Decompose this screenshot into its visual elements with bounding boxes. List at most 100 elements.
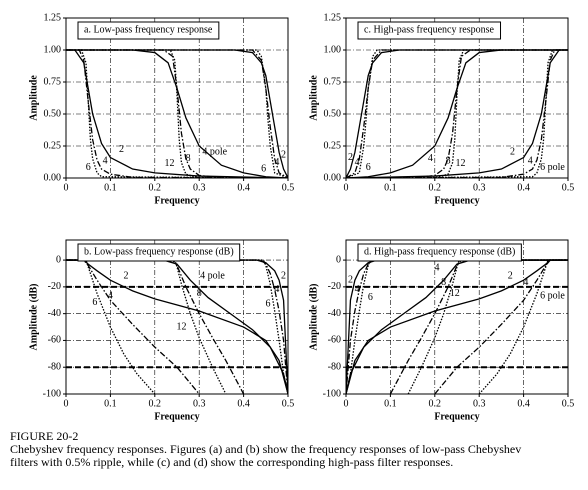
curve-label: 2 bbox=[123, 270, 128, 281]
title-box bbox=[357, 243, 522, 262]
curve-label: 2 bbox=[281, 270, 286, 281]
y-tick-label: -100 bbox=[323, 388, 341, 399]
chart: 0 0.1 0.2 0.3 0.4 0.5 0.00 0.25 0.50 0.75 1.00 1.25… bbox=[28, 12, 294, 206]
series-line bbox=[66, 259, 288, 394]
curve-label: 4 bbox=[428, 153, 433, 164]
x-tick-label: 0.5 bbox=[282, 398, 295, 409]
curve-label: 12 bbox=[164, 158, 174, 169]
curve-label: 8 bbox=[186, 153, 191, 164]
title-box bbox=[357, 21, 502, 40]
curve-label: 4 bbox=[103, 156, 108, 167]
curve-label: 6 bbox=[92, 297, 97, 308]
curve-label: 4 bbox=[108, 291, 113, 302]
series-line bbox=[346, 49, 568, 178]
series-line bbox=[66, 49, 288, 178]
series-group bbox=[66, 49, 288, 178]
series-line bbox=[346, 259, 568, 394]
x-tick-label: 0.4 bbox=[237, 398, 250, 409]
title-box bbox=[77, 243, 241, 262]
series-line bbox=[346, 259, 568, 394]
curve-label: 4 bbox=[355, 284, 360, 295]
x-tick-label: 0.2 bbox=[429, 182, 442, 193]
x-tick-label: 0 bbox=[64, 182, 69, 193]
series-line bbox=[478, 259, 568, 394]
series-line bbox=[66, 49, 288, 178]
curve-label: 2 bbox=[348, 152, 353, 163]
caption-label: FIGURE 20-2 bbox=[10, 429, 79, 443]
curve-label: 4 bbox=[355, 157, 360, 168]
y-tick-label: 0.25 bbox=[44, 140, 62, 151]
curve-label: 6 bbox=[266, 299, 271, 310]
y-tick-label: 0.00 bbox=[44, 172, 62, 183]
y-tick-label: -80 bbox=[48, 362, 61, 373]
chart-title: b. Low-pass frequency response (dB) bbox=[84, 246, 234, 257]
series-line bbox=[66, 259, 288, 394]
series-line bbox=[66, 49, 288, 178]
curve-label: 8 bbox=[441, 277, 446, 288]
curve-label: 6 bbox=[86, 162, 91, 173]
series-line bbox=[346, 49, 568, 178]
y-tick-label: 0.75 bbox=[44, 76, 62, 87]
x-tick-label: 0.3 bbox=[193, 398, 206, 409]
x-tick-label: 0.3 bbox=[193, 182, 206, 193]
chart-title: d. High-pass frequency response (dB) bbox=[364, 246, 515, 257]
series-line bbox=[66, 49, 288, 178]
y-tick-label: -20 bbox=[328, 281, 341, 292]
x-tick-label: 0.5 bbox=[562, 182, 575, 193]
y-tick-label: 1.00 bbox=[324, 44, 342, 55]
series-line bbox=[66, 259, 288, 394]
y-tick-label: 1.25 bbox=[324, 12, 342, 23]
y-tick-label: 0 bbox=[56, 254, 61, 265]
x-tick-label: 0.2 bbox=[429, 398, 442, 409]
series-line bbox=[346, 49, 568, 178]
x-tick-label: 0.1 bbox=[384, 398, 397, 409]
y-axis-label: Amplitude (dB) bbox=[308, 284, 319, 351]
figure: 0 0.1 0.2 0.3 0.4 0.50.000.250.500.751.001.25… bbox=[28, 12, 574, 422]
x-axis-label: Frequency bbox=[434, 411, 479, 422]
y-tick-label: 0 bbox=[336, 254, 341, 265]
x-tick-label: 0.3 bbox=[473, 398, 486, 409]
curve-label: 4 bbox=[435, 262, 440, 273]
caption: FIGURE 20-2 Chebyshev frequency response… bbox=[10, 430, 530, 469]
x-axis-label: Frequency bbox=[154, 411, 199, 422]
y-tick-label: 0.00 bbox=[324, 172, 342, 183]
series-group bbox=[346, 49, 568, 178]
curve-label: 6 bbox=[368, 292, 373, 303]
x-tick-label: 0.1 bbox=[104, 398, 117, 409]
x-tick-label: 0.4 bbox=[517, 398, 530, 409]
curve-label: 6 pole bbox=[540, 291, 565, 302]
curve-label: 2 bbox=[508, 270, 513, 281]
series-line bbox=[346, 49, 568, 178]
curve-label: 4 bbox=[528, 156, 533, 167]
plot-frame bbox=[345, 17, 569, 179]
curve-label: 2 bbox=[281, 149, 286, 160]
x-axis-label: Frequency bbox=[434, 195, 479, 206]
series-line bbox=[66, 49, 288, 178]
series-line bbox=[66, 49, 288, 178]
series-line bbox=[407, 259, 568, 394]
y-axis-label: Amplitude (dB) bbox=[28, 284, 39, 351]
chart-title: c. High-pass frequency response bbox=[364, 24, 495, 35]
x-tick-label: 0.3 bbox=[473, 182, 486, 193]
series-line bbox=[346, 259, 568, 394]
curve-label: 4 bbox=[274, 284, 279, 295]
x-tick-label: 0.5 bbox=[282, 182, 295, 193]
plot-frame bbox=[65, 239, 289, 395]
y-tick-label: -40 bbox=[328, 308, 341, 319]
y-tick-label: 0.50 bbox=[324, 108, 342, 119]
y-tick-label: -60 bbox=[328, 335, 341, 346]
x-tick-label: 0.4 bbox=[517, 182, 530, 193]
x-tick-label: 0 bbox=[344, 398, 349, 409]
chart: 0 0.1 0.2 0.3 0.4 0.5 0.00 0.25 0.50 0.75 1.00 1.25… bbox=[308, 12, 574, 206]
curve-label: 6 bbox=[261, 163, 266, 174]
y-tick-label: 0.25 bbox=[324, 140, 342, 151]
curve-label: 2 bbox=[510, 147, 515, 158]
caption-text: Chebyshev frequency responses. Figures (… bbox=[10, 442, 522, 469]
x-tick-label: 0.4 bbox=[237, 182, 250, 193]
y-tick-label: 1.25 bbox=[44, 12, 62, 23]
curve-label: 6 pole bbox=[540, 162, 565, 173]
y-tick-label: -60 bbox=[48, 335, 61, 346]
x-tick-label: 0 bbox=[64, 398, 69, 409]
